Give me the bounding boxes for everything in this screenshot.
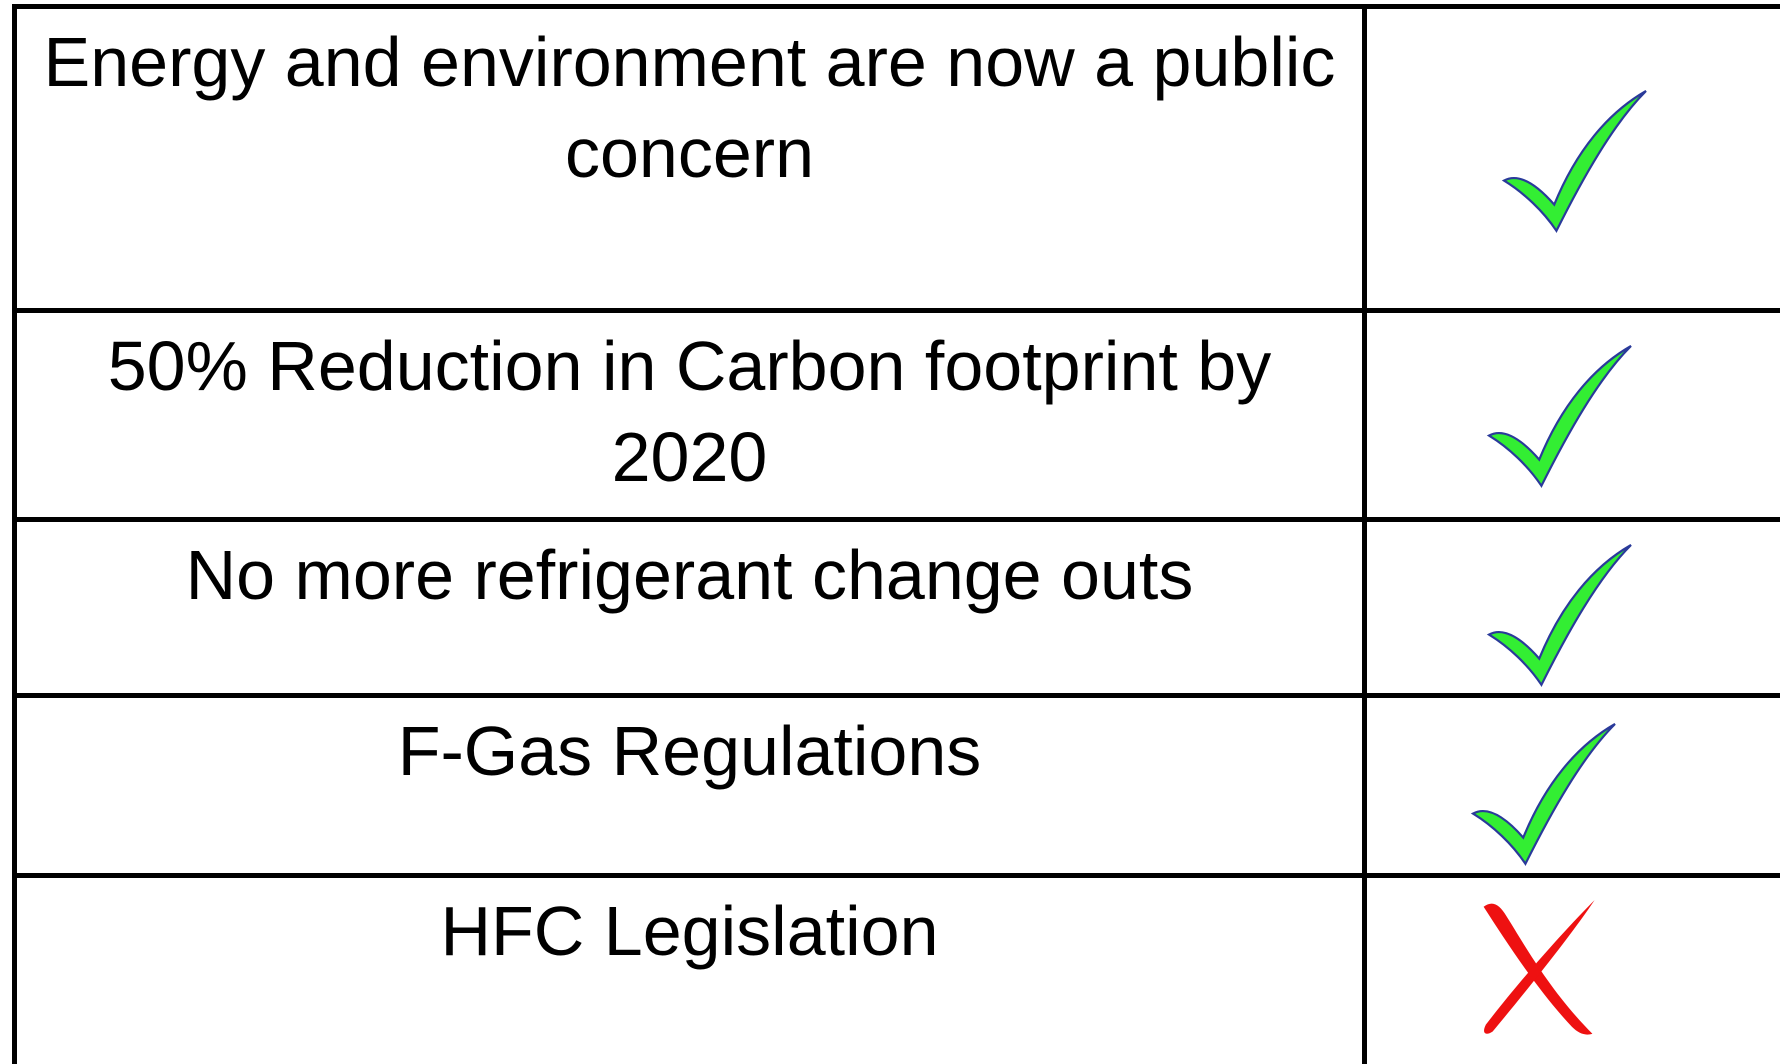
cell-text: F-Gas Regulations [397, 712, 982, 790]
check-icon [1470, 723, 1616, 866]
column-border [1362, 4, 1367, 1064]
cell-text: 50% Reduction in Carbon footprint by 202… [107, 327, 1272, 496]
cell-text: HFC Legislation [440, 892, 939, 970]
column-border [12, 4, 17, 1064]
cell-text: Energy and environment are now a public … [43, 23, 1336, 192]
table-cell: 50% Reduction in Carbon footprint by 202… [17, 313, 1362, 503]
table-cell: HFC Legislation [17, 878, 1362, 977]
table-cell: F-Gas Regulations [17, 698, 1362, 797]
check-icon [1486, 345, 1632, 488]
check-icon [1501, 90, 1647, 233]
row-border [12, 693, 1780, 698]
cross-icon [1483, 900, 1595, 1035]
row-border [12, 308, 1780, 313]
row-border [12, 873, 1780, 878]
table-cell: Energy and environment are now a public … [17, 9, 1362, 199]
check-icon [1486, 544, 1632, 687]
row-border [12, 4, 1780, 9]
table-cell: No more refrigerant change outs [17, 522, 1362, 621]
table: Energy and environment are now a public … [12, 4, 1780, 1064]
cell-text: No more refrigerant change outs [185, 536, 1194, 614]
row-border [12, 517, 1780, 522]
